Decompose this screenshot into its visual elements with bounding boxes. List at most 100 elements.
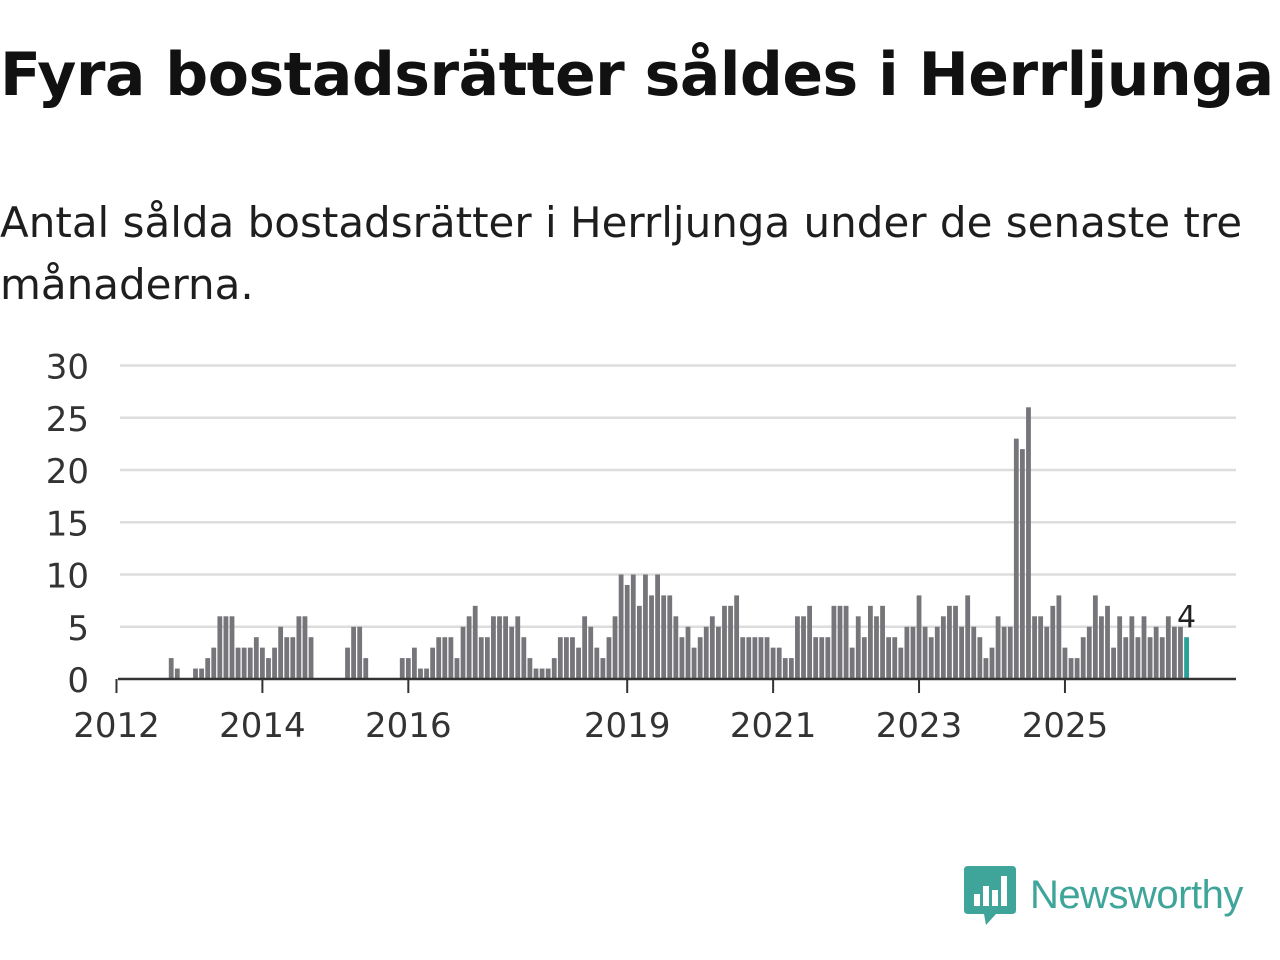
- bar: [837, 605, 843, 679]
- bar: [1111, 647, 1116, 679]
- bar: [296, 616, 302, 679]
- bar: [722, 605, 727, 679]
- bar: [430, 647, 436, 679]
- bar: [995, 616, 1001, 679]
- bar: [308, 637, 314, 679]
- bar: [533, 668, 539, 679]
- bar: [758, 637, 764, 679]
- bar: [618, 574, 624, 679]
- y-tick-label: 5: [67, 609, 89, 649]
- bar: [825, 637, 831, 679]
- bar: [241, 647, 247, 679]
- chart-title: Fyra bostadsrätter såldes i Herrljunga: [0, 40, 1274, 110]
- bar: [345, 647, 350, 679]
- bar: [1099, 616, 1104, 679]
- bar: [971, 626, 977, 679]
- highlighted-bar: [1184, 637, 1189, 679]
- bar: [582, 616, 588, 679]
- bar: [916, 595, 922, 679]
- bar: [460, 626, 466, 679]
- bar: [478, 637, 484, 679]
- bar: [673, 616, 679, 679]
- bar: [819, 637, 825, 679]
- bar: [843, 605, 849, 679]
- bar: [855, 616, 861, 679]
- bar: [448, 637, 454, 679]
- bar: [436, 637, 442, 679]
- bar: [801, 616, 806, 679]
- bar: [527, 658, 533, 679]
- bar: [898, 647, 904, 679]
- bar: [168, 658, 174, 679]
- bar: [363, 658, 369, 679]
- bar: [284, 637, 290, 679]
- bar: [357, 626, 363, 679]
- bar: [928, 637, 934, 679]
- bar: [1178, 626, 1183, 679]
- bar: [831, 605, 837, 679]
- bar: [272, 647, 277, 679]
- bar: [1117, 616, 1123, 679]
- bar: [600, 658, 606, 679]
- bar: [399, 658, 405, 679]
- bar: [892, 637, 898, 679]
- bar: [1032, 616, 1037, 679]
- bar: [1074, 658, 1080, 679]
- bar: [1068, 658, 1074, 679]
- bar: [764, 637, 770, 679]
- bar: [497, 616, 502, 679]
- y-tick-label: 15: [46, 504, 89, 544]
- bar: [266, 658, 271, 679]
- bar: [685, 626, 691, 679]
- bar: [953, 605, 958, 679]
- bar: [703, 626, 709, 679]
- bar: [1135, 637, 1141, 679]
- bar: [551, 658, 557, 679]
- bar: [1044, 626, 1050, 679]
- bar: [849, 647, 855, 679]
- bar: [910, 626, 916, 679]
- bar: [1147, 637, 1153, 679]
- bar: [405, 658, 411, 679]
- bar: [691, 647, 697, 679]
- bar: [977, 637, 983, 679]
- bar: [454, 658, 460, 679]
- bar: [1080, 637, 1086, 679]
- bar: [174, 668, 180, 679]
- bar: [807, 605, 812, 679]
- bar: [716, 626, 721, 679]
- x-tick-label: 2016: [365, 706, 452, 746]
- bar: [545, 668, 551, 679]
- bar: [217, 616, 223, 679]
- bar: [229, 616, 235, 679]
- bar: [630, 574, 636, 679]
- bar: [1056, 595, 1062, 679]
- bar: [515, 616, 521, 679]
- bar: [247, 647, 253, 679]
- brand-name: Newsworthy: [1030, 872, 1243, 917]
- bar: [649, 595, 654, 679]
- bar: [466, 616, 472, 679]
- bar: [959, 626, 964, 679]
- bar: [1086, 626, 1092, 679]
- bar: [934, 626, 940, 679]
- bar: [782, 658, 788, 679]
- bar: [624, 584, 630, 679]
- bar: [539, 668, 545, 679]
- bar: [904, 626, 910, 679]
- bar: [576, 647, 581, 679]
- bar: [697, 637, 703, 679]
- x-tick-label: 2012: [73, 706, 160, 746]
- bar: [661, 595, 667, 679]
- bar: [740, 637, 746, 679]
- bar: [1129, 616, 1135, 679]
- y-tick-label: 25: [46, 400, 89, 440]
- bar: [564, 637, 569, 679]
- bar: [1062, 647, 1068, 679]
- bar: [734, 595, 740, 679]
- bar: [983, 658, 989, 679]
- bar: [795, 616, 800, 679]
- bar: [776, 647, 782, 679]
- bar: [424, 668, 429, 679]
